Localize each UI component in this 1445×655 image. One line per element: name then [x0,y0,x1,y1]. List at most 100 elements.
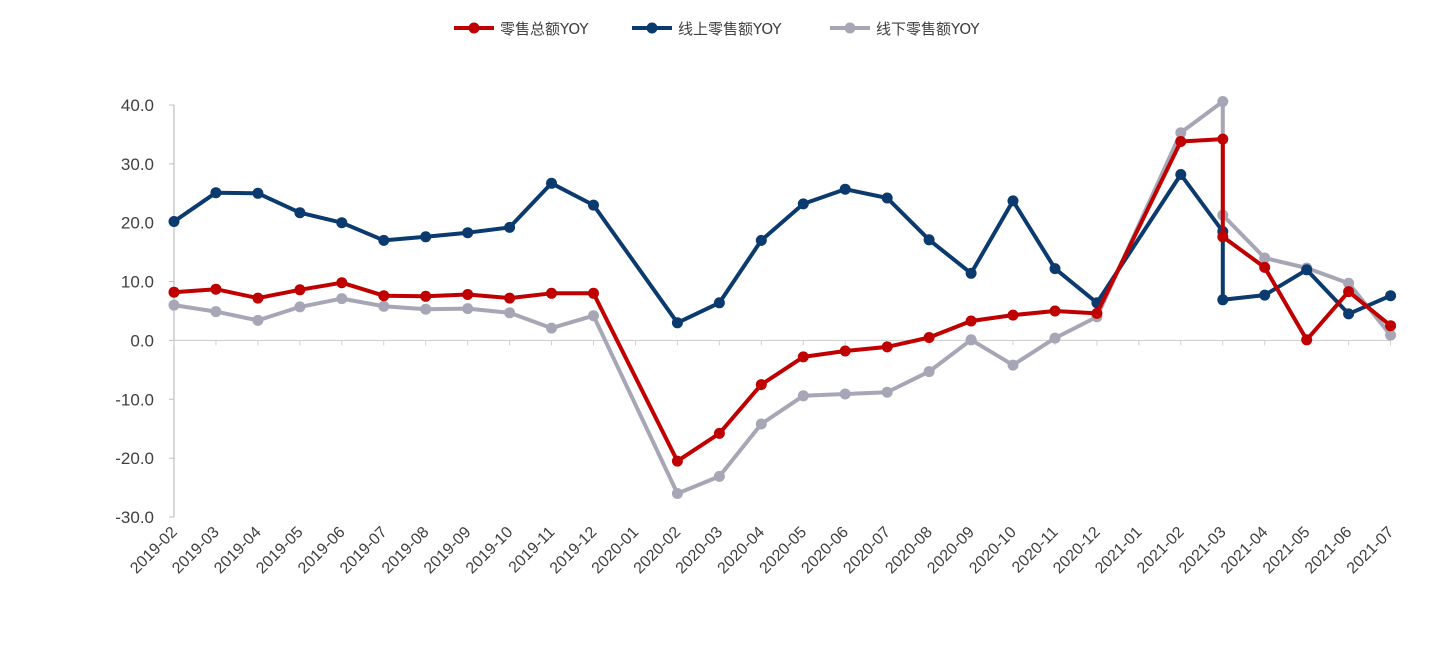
data-point [336,293,348,305]
data-point [420,231,432,243]
data-point [965,267,977,279]
data-point [588,287,599,299]
data-point [1175,127,1187,139]
series-1 [168,133,1397,467]
data-point [210,187,222,199]
data-point [1385,320,1397,332]
data-point [420,290,432,302]
legend-label: 线下零售额YOY [876,20,980,38]
data-point [1007,309,1019,321]
data-point [462,289,474,300]
data-point [378,234,390,246]
data-point [1385,290,1397,302]
data-point [546,177,557,189]
y-tick-label: 0.0 [130,331,154,350]
series-layer [168,96,1397,499]
data-point [671,488,683,499]
data-point [965,334,977,346]
data-point [881,192,893,204]
data-point [923,332,935,343]
data-point [336,217,348,229]
y-tick-label: 30.0 [121,155,154,174]
data-point [755,418,767,430]
data-point [588,310,599,322]
legend-item: 线下零售额YOY [830,20,980,38]
y-tick-label: 40.0 [121,96,154,115]
data-point [462,227,474,239]
data-point [1007,195,1019,207]
data-point [1049,305,1061,317]
data-point [797,390,809,402]
x-tick-label: 2019-10 [463,524,517,578]
data-point [420,303,432,315]
series-2 [168,169,1397,329]
data-point [462,303,474,315]
data-point [546,322,557,334]
data-point [1217,231,1229,243]
data-point [1091,307,1103,319]
data-point [1301,264,1313,276]
legend-label: 零售总额YOY [500,20,589,38]
series-3 [168,96,1397,499]
data-point [1385,329,1397,341]
y-tick-label: -10.0 [115,390,154,409]
data-point [1217,96,1229,107]
data-point [797,198,809,210]
x-tick-label: 2020-10 [966,524,1020,578]
data-point [168,299,180,311]
data-point [713,470,725,482]
data-point [1343,277,1355,289]
data-point [168,286,180,298]
axes: 40.030.020.010.00.0-10.0-20.0-30.02019-0… [115,96,1397,577]
legend-swatch-marker [844,22,856,34]
data-point [713,297,725,309]
data-point [378,300,390,312]
data-point [252,314,264,326]
legend: 零售总额YOY 线上零售额YOY 线下零售额YOY [454,20,980,38]
data-point [294,301,306,313]
data-point [881,341,893,353]
data-point [252,187,264,199]
y-tick-label: -20.0 [115,449,154,468]
data-point [713,427,725,439]
legend-label: 线上零售额YOY [678,20,782,38]
y-tick-label: 20.0 [121,214,154,233]
data-point [588,199,599,211]
data-point [755,234,767,246]
data-point [923,234,935,246]
data-point [839,183,851,195]
series-line [172,99,1393,496]
data-point [1175,136,1187,147]
y-tick-label: -30.0 [115,508,154,527]
data-point [1217,294,1229,306]
legend-item: 零售总额YOY [454,20,589,38]
y-tick-label: 10.0 [121,273,154,292]
data-point [965,315,977,327]
data-point [839,388,851,400]
data-point [881,386,893,398]
data-point [1049,332,1061,344]
data-point [839,345,851,357]
data-point [923,366,935,378]
data-point [210,306,222,318]
data-point [755,379,767,391]
data-point [546,287,557,299]
data-point [1343,286,1355,298]
data-point [1175,169,1187,180]
data-point [1343,308,1355,320]
data-point [336,277,348,289]
legend-item: 线上零售额YOY [632,20,782,38]
data-point [504,307,516,319]
data-point [1259,252,1271,264]
data-point [294,284,306,296]
data-point [797,351,809,363]
data-point [1259,261,1271,273]
data-point [1049,263,1061,275]
data-point [671,317,683,329]
x-tick-label: 2021-07 [1344,524,1398,578]
data-point [210,283,222,295]
data-point [1007,359,1019,371]
data-point [504,221,516,233]
